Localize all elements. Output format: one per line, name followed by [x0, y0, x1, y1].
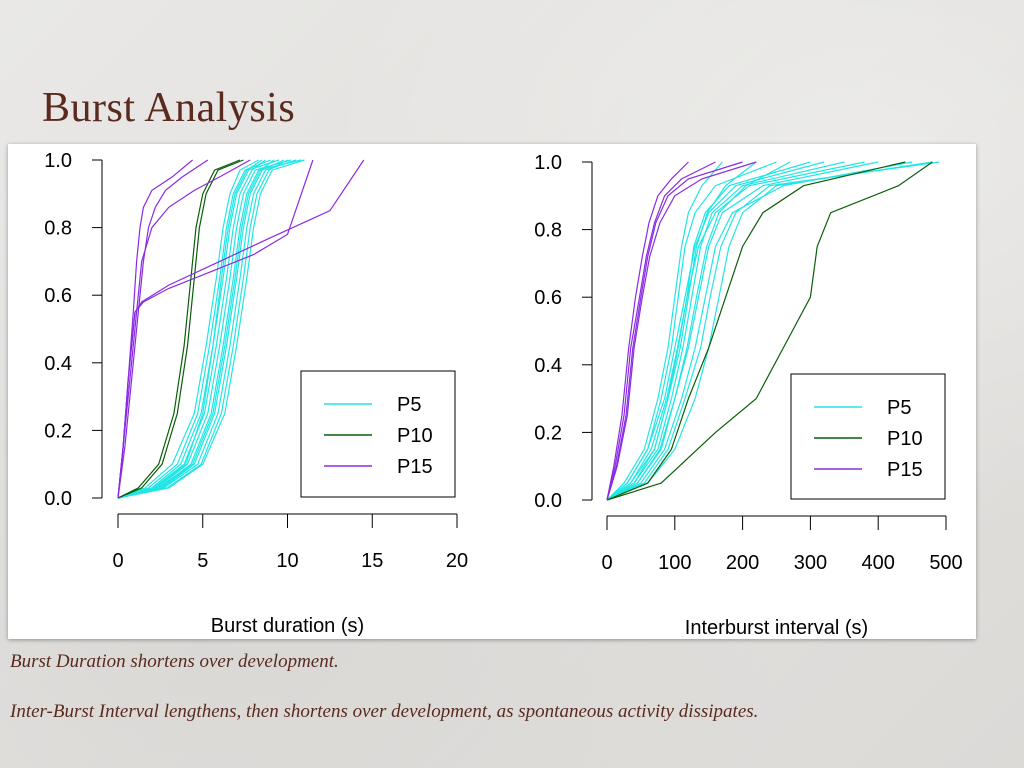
burst-duration-line-p5-5 — [117, 159, 302, 499]
interburst-interval-line-p15-15 — [606, 161, 716, 501]
burst-duration-line-p5-7 — [117, 159, 297, 499]
burst-duration-line-p5-1 — [117, 159, 271, 499]
burst-duration-chart: 0.0 0.2 0.4 0.6 0.8 1.0 0 5 10 15 20 Burst durati… — [44, 150, 468, 637]
burst-duration-y-tick-label: 0.6 — [44, 285, 72, 307]
interburst-interval-line-p5-8 — [606, 161, 757, 501]
interburst-interval-legend-box — [790, 373, 946, 500]
burst-duration-x-tick-label: 0 — [112, 550, 123, 572]
burst-duration-line-p5-8 — [117, 159, 288, 499]
interburst-interval-legend: P5 P10 P15 — [790, 373, 946, 500]
burst-duration-x-tick-label: 5 — [197, 550, 208, 572]
burst-duration-legend-label-p15: P15 — [397, 456, 433, 478]
caption-interburst-interval: Inter-Burst Interval lengthens, then sho… — [10, 701, 759, 722]
interburst-interval-y-tick-label: 0.8 — [534, 220, 562, 242]
caption-burst-duration: Burst Duration shortens over development… — [10, 651, 339, 672]
burst-duration-x-tick-label: 15 — [361, 550, 383, 572]
burst-duration-x-tick-label: 20 — [446, 550, 468, 572]
interburst-interval-line-p5-7 — [606, 161, 933, 501]
interburst-interval-x-tick-label: 300 — [794, 552, 827, 574]
burst-duration-line-p15-18 — [117, 159, 365, 499]
interburst-interval-legend-label-p15: P15 — [887, 459, 923, 481]
interburst-interval-chart: 0.0 0.2 0.4 0.6 0.8 1.0 0 100 200 300 400 500 Inte… — [534, 152, 963, 639]
burst-duration-line-p5-6 — [117, 159, 285, 499]
burst-duration-y-tick-label: 0.0 — [44, 488, 72, 510]
interburst-interval-line-p5-4 — [606, 161, 913, 501]
burst-duration-y-tick-label: 0.8 — [44, 218, 72, 240]
burst-duration-x-tick-label: 10 — [276, 550, 298, 572]
interburst-interval-x-tick-label: 400 — [862, 552, 895, 574]
interburst-interval-line-p5-9 — [606, 161, 940, 501]
interburst-interval-y-tick-label: 0.2 — [534, 422, 562, 444]
burst-duration-x-axis: 0 5 10 15 20 — [112, 513, 468, 572]
burst-duration-line-p5-9 — [117, 159, 305, 499]
burst-duration-line-p5-3 — [117, 159, 266, 499]
burst-duration-line-p15-14 — [117, 159, 193, 499]
burst-duration-y-axis: 0.0 0.2 0.4 0.6 0.8 1.0 — [44, 150, 103, 510]
interburst-interval-line-p15-16 — [606, 161, 757, 501]
burst-duration-series — [117, 159, 365, 499]
burst-duration-line-p10-12 — [117, 159, 241, 499]
burst-duration-x-label: Burst duration (s) — [211, 615, 364, 637]
burst-duration-line-p5-10 — [117, 159, 263, 499]
interburst-interval-legend-label-p5: P5 — [887, 397, 911, 419]
burst-duration-y-tick-label: 0.2 — [44, 420, 72, 442]
interburst-interval-series — [606, 161, 940, 501]
interburst-interval-x-tick-label: 0 — [601, 552, 612, 574]
interburst-interval-line-p5-2 — [606, 161, 845, 501]
burst-duration-legend-label-p5: P5 — [397, 394, 421, 416]
interburst-interval-line-p5-11 — [606, 161, 791, 501]
burst-duration-legend-box — [300, 370, 456, 498]
burst-duration-line-p15-16 — [117, 159, 251, 499]
burst-duration-line-p15-15 — [117, 159, 209, 499]
burst-duration-legend: P5 P10 P15 — [300, 370, 456, 498]
burst-duration-line-p5-0 — [117, 159, 259, 499]
interburst-interval-line-p15-17 — [606, 161, 743, 501]
interburst-interval-line-p5-6 — [606, 161, 825, 501]
burst-duration-line-p5-2 — [117, 159, 280, 499]
interburst-interval-y-axis: 0.0 0.2 0.4 0.6 0.8 1.0 — [534, 152, 593, 512]
burst-duration-y-tick-label: 1.0 — [44, 150, 72, 172]
interburst-interval-x-tick-label: 200 — [726, 552, 759, 574]
interburst-interval-line-p10-13 — [606, 161, 933, 501]
interburst-interval-x-axis: 0 100 200 300 400 500 — [601, 515, 963, 574]
interburst-interval-line-p10-12 — [606, 161, 906, 501]
burst-duration-line-p5-11 — [117, 159, 275, 499]
interburst-interval-x-tick-label: 500 — [929, 552, 962, 574]
burst-duration-legend-label-p10: P10 — [397, 425, 433, 447]
interburst-interval-y-tick-label: 1.0 — [534, 152, 562, 174]
figure-panel: 0.0 0.2 0.4 0.6 0.8 1.0 0 5 10 15 20 Burst durati… — [8, 144, 976, 639]
burst-duration-line-p10-13 — [117, 159, 244, 499]
figure-svg: 0.0 0.2 0.4 0.6 0.8 1.0 0 5 10 15 20 Burst durati… — [44, 150, 963, 639]
interburst-interval-y-tick-label: 0.0 — [534, 490, 562, 512]
burst-duration-line-p5-4 — [117, 159, 292, 499]
interburst-interval-line-p15-14 — [606, 161, 689, 501]
interburst-interval-y-tick-label: 0.6 — [534, 287, 562, 309]
slide-title: Burst Analysis — [42, 85, 296, 131]
interburst-interval-legend-label-p10: P10 — [887, 428, 923, 450]
burst-duration-y-tick-label: 0.4 — [44, 353, 72, 375]
interburst-interval-x-tick-label: 100 — [658, 552, 691, 574]
interburst-interval-line-p5-5 — [606, 161, 723, 501]
interburst-interval-x-label: Interburst interval (s) — [685, 617, 868, 639]
interburst-interval-y-tick-label: 0.4 — [534, 355, 562, 377]
